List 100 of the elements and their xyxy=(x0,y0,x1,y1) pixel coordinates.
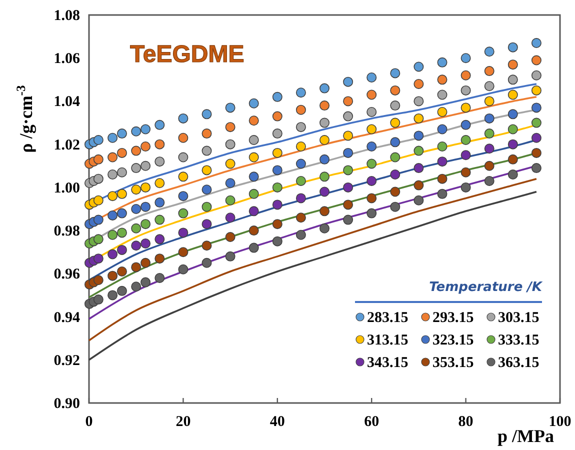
x-tick-label: 60 xyxy=(364,414,380,430)
point xyxy=(366,141,377,152)
point xyxy=(225,251,236,262)
text: TeEGDME xyxy=(130,41,244,68)
point xyxy=(460,135,471,146)
point xyxy=(531,148,542,158)
point xyxy=(248,242,259,253)
point xyxy=(366,158,377,169)
point xyxy=(93,195,104,206)
point xyxy=(131,282,142,292)
point xyxy=(248,116,259,126)
point xyxy=(460,102,471,113)
point xyxy=(225,122,236,132)
point xyxy=(140,238,151,248)
point xyxy=(225,232,236,242)
point xyxy=(460,70,471,80)
point xyxy=(531,85,542,96)
point xyxy=(460,182,471,192)
point xyxy=(108,270,118,281)
point xyxy=(140,258,151,268)
point xyxy=(508,42,518,52)
point xyxy=(366,124,377,134)
point xyxy=(154,120,165,130)
point xyxy=(508,90,518,100)
point xyxy=(202,219,212,230)
point xyxy=(366,90,377,100)
point xyxy=(225,178,236,188)
point xyxy=(272,92,282,102)
point xyxy=(414,146,424,156)
point xyxy=(437,141,448,152)
point xyxy=(202,184,212,195)
point xyxy=(390,100,400,111)
point xyxy=(178,132,188,143)
point xyxy=(178,228,188,238)
point xyxy=(508,154,518,164)
point xyxy=(178,172,188,182)
point xyxy=(296,141,306,152)
y-tick-label: 0.96 xyxy=(54,266,80,283)
point xyxy=(296,122,306,132)
point xyxy=(248,226,259,236)
point xyxy=(225,195,236,206)
legend-label: 313.15 xyxy=(367,332,408,348)
point xyxy=(296,158,306,169)
point xyxy=(131,240,142,251)
point xyxy=(366,72,377,83)
x-tick-label: 40 xyxy=(270,414,285,430)
point xyxy=(225,212,236,223)
point xyxy=(320,83,330,94)
point xyxy=(140,160,151,171)
legend-label: 323.15 xyxy=(432,332,474,348)
point xyxy=(248,98,259,108)
point xyxy=(484,176,494,186)
point xyxy=(116,148,127,158)
point xyxy=(272,148,282,158)
point xyxy=(93,294,104,305)
point xyxy=(93,174,104,184)
point xyxy=(296,104,306,115)
point xyxy=(531,70,542,80)
point xyxy=(414,96,424,106)
point xyxy=(390,118,400,128)
point xyxy=(366,193,377,204)
point xyxy=(154,156,165,167)
point xyxy=(414,113,424,124)
point xyxy=(178,264,188,274)
point xyxy=(484,66,494,76)
point xyxy=(390,186,400,197)
point xyxy=(320,154,330,164)
point xyxy=(414,195,424,206)
point xyxy=(116,244,127,255)
point xyxy=(484,113,494,124)
point xyxy=(225,158,236,169)
point xyxy=(508,109,518,120)
point xyxy=(272,236,282,246)
point xyxy=(366,208,377,218)
point xyxy=(531,132,542,143)
point xyxy=(178,152,188,162)
point xyxy=(414,130,424,141)
point xyxy=(296,230,306,240)
point xyxy=(296,176,306,186)
point xyxy=(484,46,494,57)
point xyxy=(248,172,259,182)
point xyxy=(116,208,127,218)
point xyxy=(414,163,424,174)
point xyxy=(508,60,518,70)
point xyxy=(531,38,542,48)
point xyxy=(116,188,127,199)
point xyxy=(116,266,127,277)
point xyxy=(225,139,236,150)
point xyxy=(154,272,165,283)
point xyxy=(248,206,259,216)
point xyxy=(296,193,306,204)
point xyxy=(390,152,400,162)
point xyxy=(108,249,118,260)
point xyxy=(437,156,448,167)
point xyxy=(320,135,330,146)
point xyxy=(108,191,118,202)
point xyxy=(390,85,400,96)
point xyxy=(93,214,104,225)
point xyxy=(531,102,542,113)
point xyxy=(225,102,236,113)
